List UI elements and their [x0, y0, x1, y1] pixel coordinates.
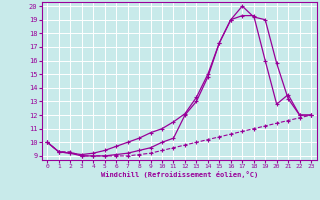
X-axis label: Windchill (Refroidissement éolien,°C): Windchill (Refroidissement éolien,°C) [100, 171, 258, 178]
